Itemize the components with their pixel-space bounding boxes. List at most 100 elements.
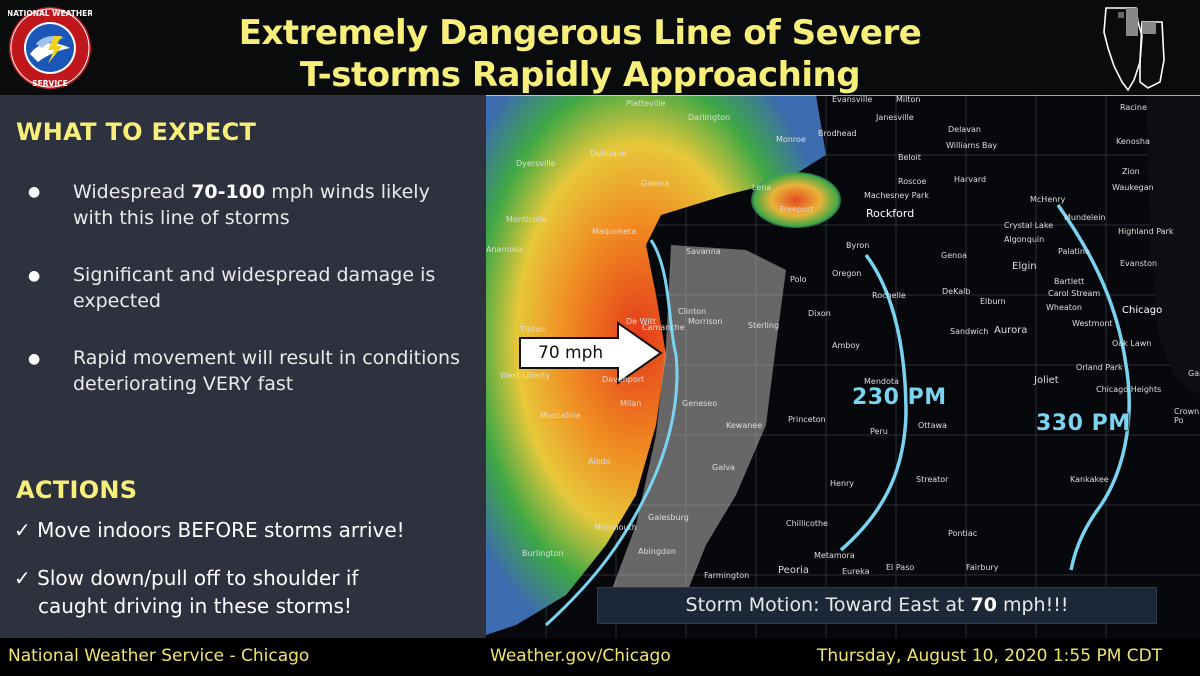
city-label: Chicago — [1122, 305, 1163, 316]
city-label: Highland Park — [1118, 227, 1174, 236]
city-label: Racine — [1120, 103, 1147, 112]
svg-text:NATIONAL WEATHER: NATIONAL WEATHER — [8, 9, 92, 18]
city-label: Muscatine — [540, 411, 581, 420]
city-label: Princeton — [788, 415, 826, 424]
city-label: El Paso — [886, 563, 915, 572]
city-label: Oak Lawn — [1112, 339, 1152, 348]
action-item-1: ✓ Move indoors BEFORE storms arrive! — [14, 516, 484, 544]
city-labels: Platteville Darlington Evansville Milton… — [486, 95, 1200, 638]
radar-map-image — [486, 95, 1200, 638]
check-icon: ✓ — [14, 518, 31, 542]
city-label: Brodhead — [818, 129, 857, 138]
bullet-1-text-bold: 70-100 — [191, 181, 266, 203]
footer-website-link[interactable]: Weather.gov/Chicago — [490, 646, 671, 666]
bullet-1-text-post: mph winds likely with this line of storm… — [73, 181, 430, 229]
city-label: Clinton — [678, 307, 707, 316]
city-label: Maquoketa — [592, 227, 637, 236]
city-label: Crystal Lake — [1004, 221, 1054, 230]
city-label: Rochelle — [872, 291, 906, 300]
city-label: Roscoe — [898, 177, 927, 186]
city-label: Waukegan — [1112, 183, 1154, 192]
city-label: Savanna — [686, 247, 721, 256]
city-label: Delavan — [948, 125, 981, 134]
storm-motion-box: Storm Motion: Toward East at 70 mph!!! — [597, 587, 1157, 624]
city-label: Davenport — [602, 375, 645, 384]
city-label: Evanston — [1120, 259, 1158, 268]
title-line-2: T-storms Rapidly Approaching — [299, 55, 861, 95]
bullet-1-text-pre: Widespread — [73, 181, 192, 203]
city-label: Farmington — [704, 571, 750, 580]
expect-bullet-2: Significant and widespread damage is exp… — [73, 264, 436, 312]
city-label: Gar — [1188, 369, 1200, 378]
city-label: Byron — [846, 241, 870, 250]
city-label: Camanche — [642, 323, 685, 332]
city-label: Galva — [712, 463, 735, 472]
city-label: Genoa — [941, 251, 967, 260]
city-label: Galesburg — [648, 513, 689, 522]
city-label: Monticello — [506, 215, 547, 224]
city-label: Fairbury — [966, 563, 999, 572]
actions-heading: ACTIONS — [16, 476, 138, 504]
time-label-330pm: 330 PM — [1036, 411, 1131, 436]
nws-logo: NATIONAL WEATHER SERVICE — [8, 7, 92, 89]
city-label: Kenosha — [1116, 137, 1150, 146]
city-label: Morrison — [688, 317, 723, 326]
city-label: Platteville — [626, 99, 666, 108]
city-label: McHenry — [1030, 195, 1066, 204]
city-label: Polo — [790, 275, 807, 284]
city-label: Joliet — [1034, 375, 1059, 386]
action-1-text: Move indoors BEFORE storms arrive! — [37, 518, 405, 542]
city-label: Dyersville — [516, 159, 556, 168]
what-to-expect-heading: WHAT TO EXPECT — [16, 118, 257, 146]
city-label: Tipton — [520, 325, 546, 334]
action-2-text: Slow down/pull off to shoulder if — [37, 566, 359, 590]
city-label: Westmont — [1072, 319, 1113, 328]
city-label: Williams Bay — [946, 141, 998, 150]
city-label: Sandwich — [950, 327, 989, 336]
city-label: Burlington — [522, 549, 564, 558]
city-label: Kankakee — [1070, 475, 1109, 484]
city-label: Machesney Park — [864, 191, 929, 200]
motion-text-post: mph!!! — [996, 594, 1069, 616]
bullet-icon: ● — [28, 351, 41, 367]
page-title: Extremely Dangerous Line of Severe T-sto… — [180, 12, 980, 96]
city-label: Monmouth — [594, 523, 637, 532]
city-label: Henry — [830, 479, 855, 488]
footer-bar: National Weather Service - Chicago Weath… — [0, 638, 1200, 676]
city-label: Elburn — [980, 297, 1006, 306]
city-label: Darlington — [688, 113, 731, 122]
city-label: Chillicothe — [786, 519, 828, 528]
city-label: Streator — [916, 475, 949, 484]
city-label: Peoria — [778, 565, 809, 576]
city-label: Geneseo — [682, 399, 718, 408]
city-label: Milan — [620, 399, 642, 408]
city-label: Zion — [1122, 167, 1140, 176]
bullet-icon: ● — [28, 184, 41, 200]
city-label: Peru — [870, 427, 888, 436]
city-label: Chicago Heights — [1096, 385, 1162, 394]
footer-datetime: Thursday, August 10, 2020 1:55 PM CDT — [817, 646, 1163, 666]
city-label: Monroe — [776, 135, 806, 144]
city-label: Freeport — [780, 205, 814, 214]
city-label: Amboy — [832, 341, 860, 350]
city-label: Palatine — [1058, 247, 1090, 256]
city-label: Metamora — [814, 551, 855, 560]
city-label: Milton — [896, 95, 921, 104]
city-label: Abingdon — [638, 547, 676, 556]
city-label: Ottawa — [918, 421, 947, 430]
city-label: Rockford — [866, 207, 915, 220]
city-label: Algonquin — [1004, 235, 1045, 244]
city-label: Mendota — [864, 377, 899, 386]
motion-speed: 70 — [970, 594, 997, 616]
city-label: Janesville — [876, 113, 914, 122]
city-label: Kewanee — [726, 421, 763, 430]
city-label: Dixon — [808, 309, 831, 318]
city-label: De Witt — [626, 317, 656, 326]
city-label: Lena — [752, 183, 772, 192]
city-label: Orland Park — [1076, 363, 1123, 372]
time-label-230pm: 230 PM — [852, 385, 947, 410]
city-label: Eureka — [842, 567, 870, 576]
city-label: West Liberty — [500, 371, 551, 380]
title-line-1: Extremely Dangerous Line of Severe — [238, 13, 922, 53]
city-label: Evansville — [832, 95, 873, 104]
